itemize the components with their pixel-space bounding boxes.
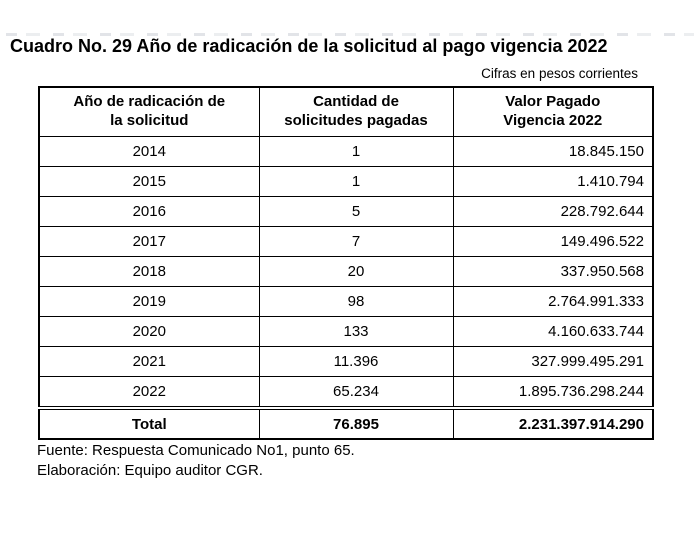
table-row: 2015 1 1.410.794 [38,166,654,197]
header-row: Año de radicación de la solicitud Cantid… [38,86,654,137]
year-cell: 2022 [38,376,260,409]
table-row: 2016 5 228.792.644 [38,196,654,227]
year-cell: 2021 [38,346,260,377]
elaboration-note: Elaboración: Equipo auditor CGR. [37,462,263,479]
table-notes: Fuente: Respuesta Comunicado No1, punto … [37,441,355,481]
table-row: 2022 65.234 1.895.736.298.244 [38,376,654,409]
count-cell: 1 [258,166,454,197]
value-cell: 2.764.991.333 [452,286,654,317]
table-row: 2021 11.396 327.999.495.291 [38,346,654,377]
value-cell: 327.999.495.291 [452,346,654,377]
year-cell: 2019 [38,286,260,317]
year-cell: 2020 [38,316,260,347]
value-cell: 1.895.736.298.244 [452,376,654,409]
value-cell: 228.792.644 [452,196,654,227]
total-count-cell: 76.895 [258,406,454,440]
value-cell: 337.950.568 [452,256,654,287]
count-cell: 98 [258,286,454,317]
table-row: 2017 7 149.496.522 [38,226,654,257]
total-label-cell: Total [38,406,260,440]
count-cell: 1 [258,136,454,167]
count-cell: 5 [258,196,454,227]
year-cell: 2016 [38,196,260,227]
table-row: 2018 20 337.950.568 [38,256,654,287]
table-row: 2020 133 4.160.633.744 [38,316,654,347]
count-cell: 7 [258,226,454,257]
table-row: 2014 1 18.845.150 [38,136,654,167]
count-cell: 20 [258,256,454,287]
year-cell: 2018 [38,256,260,287]
total-row: Total 76.895 2.231.397.914.290 [38,406,654,440]
table-title: Cuadro No. 29 Año de radicación de la so… [10,36,608,56]
year-cell: 2017 [38,226,260,257]
total-value-cell: 2.231.397.914.290 [452,406,654,440]
value-cell: 18.845.150 [452,136,654,167]
value-cell: 1.410.794 [452,166,654,197]
count-cell: 11.396 [258,346,454,377]
year-cell: 2015 [38,166,260,197]
count-cell: 65.234 [258,376,454,409]
source-note: Fuente: Respuesta Comunicado No1, punto … [37,442,355,459]
table-row: 2019 98 2.764.991.333 [38,286,654,317]
col-header-paid-requests: Cantidad de solicitudes pagadas [258,86,454,137]
cropped-text-artifact [6,33,694,36]
currency-units-note: Cifras en pesos corrientes [481,66,638,81]
col-header-paid-value: Valor Pagado Vigencia 2022 [452,86,654,137]
payments-by-year-table: Año de radicación de la solicitud Cantid… [38,86,654,440]
count-cell: 133 [258,316,454,347]
col-header-year: Año de radicación de la solicitud [38,86,260,137]
year-cell: 2014 [38,136,260,167]
value-cell: 149.496.522 [452,226,654,257]
value-cell: 4.160.633.744 [452,316,654,347]
